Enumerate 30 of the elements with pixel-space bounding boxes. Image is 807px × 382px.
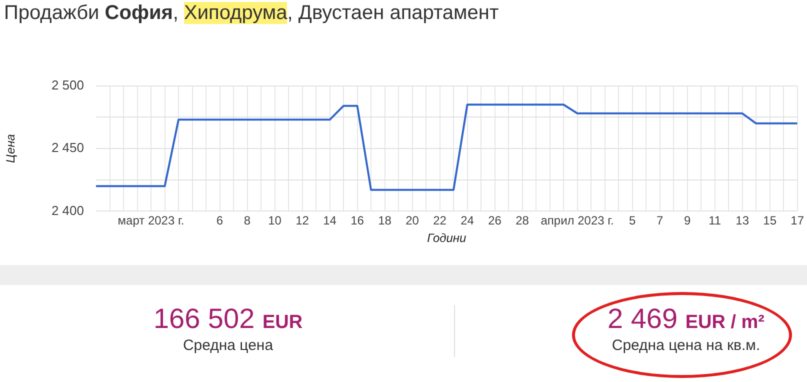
x-tick-label: 13	[736, 214, 750, 228]
y-tick-label: 2 450	[51, 140, 84, 156]
x-tick-label: 28	[516, 214, 530, 228]
x-tick-label: 14	[323, 214, 337, 228]
text: 166 502 EUR	[153, 303, 303, 334]
x-axis-title: Години	[427, 231, 467, 246]
y-axis-title: Цена	[4, 134, 18, 163]
text: 2 469 EUR / m²	[607, 303, 765, 334]
y-tick-label: 2 500	[51, 77, 84, 92]
x-tick-label: 24	[460, 214, 474, 228]
x-tick-label: 5	[628, 214, 636, 228]
x-tick-label: 16	[350, 214, 364, 228]
x-tick-label: 22	[433, 214, 447, 228]
x-tick-label: 6	[216, 214, 224, 228]
x-tick-label: 15	[763, 214, 777, 228]
x-tick-label: 20	[406, 214, 420, 228]
text: Средна цена на кв.м.	[610, 337, 762, 354]
x-tick-label: 8	[244, 214, 251, 228]
x-tick-label: април 2023 г.	[540, 214, 614, 228]
x-tick-label: март 2023 г.	[118, 214, 184, 228]
x-tick-label: 26	[488, 214, 502, 228]
x-tick-label: 9	[684, 214, 691, 228]
x-tick-label: 10	[268, 214, 282, 228]
text: Средна цена	[182, 337, 274, 354]
y-tick-label: 2 400	[51, 202, 84, 218]
x-tick-label: 7	[656, 214, 664, 228]
x-tick-label: 18	[378, 214, 392, 228]
x-tick-label: 17	[790, 214, 804, 228]
x-tick-label: 11	[708, 214, 722, 228]
x-tick-label: 12	[296, 214, 310, 228]
